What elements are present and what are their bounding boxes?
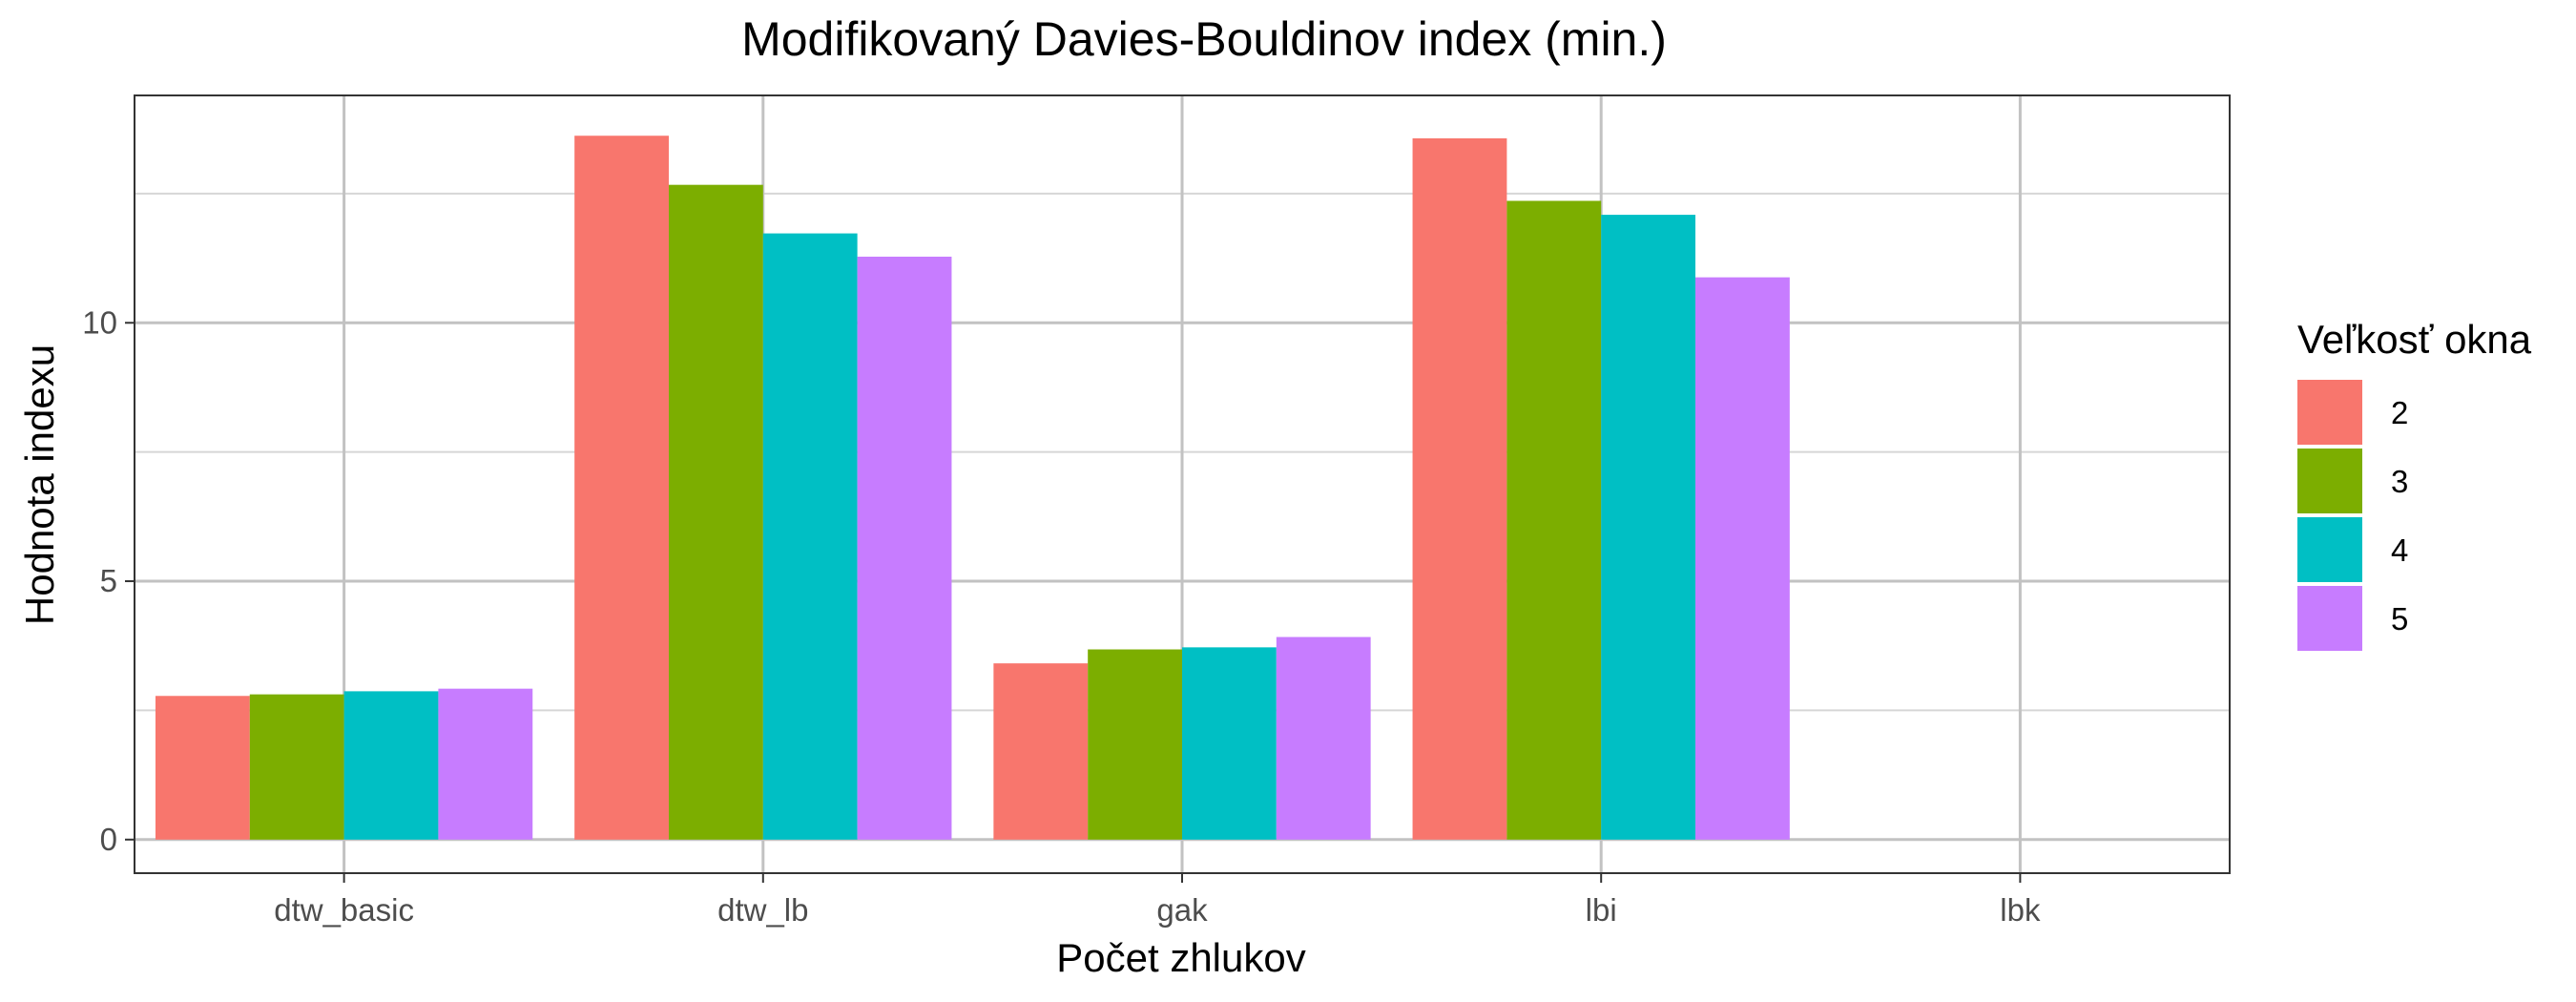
legend-label: 5 [2391,601,2408,637]
y-tick-label: 10 [82,304,117,340]
bar [249,694,344,840]
legend-key [2297,449,2362,513]
legend: 2 3 4 5 [2297,380,2408,651]
bar [343,691,439,840]
x-tick-label: lbi [1586,892,1617,928]
legend-key [2297,517,2362,582]
x-tick-label: dtw_lb [717,892,808,928]
plot-area: 0 5 10 dtw_basic dtw_lb gak lbi lbk [82,94,2231,928]
x-tick-label: lbk [2000,892,2041,928]
chart-title: Modifikovaný Davies-Bouldinov index (min… [741,12,1667,66]
bar [668,184,763,840]
bar [1601,215,1696,840]
y-tick-label: 0 [100,822,117,857]
x-tick-label: gak [1156,892,1208,928]
bar [574,136,669,840]
y-axis-title: Hodnota indexu [17,344,62,625]
y-tick-label: 5 [100,563,117,598]
x-axis-title: Počet zhlukov [1056,935,1305,980]
legend-title: Veľkosť okna [2297,317,2532,362]
bar [155,696,250,840]
legend-key [2297,586,2362,651]
bar [1506,200,1602,840]
x-tick-label: dtw_basic [274,892,414,928]
bar [1695,277,1790,840]
bar [1182,647,1277,840]
legend-label: 4 [2391,532,2408,568]
legend-key [2297,380,2362,445]
bar [1276,637,1371,840]
bar [1412,137,1507,840]
bar [993,663,1089,840]
legend-label: 3 [2391,464,2408,499]
bar [857,256,952,840]
panel-border [134,94,2231,874]
bar [762,233,858,840]
bar [1088,649,1182,840]
legend-label: 2 [2391,395,2408,430]
bar [438,688,533,840]
